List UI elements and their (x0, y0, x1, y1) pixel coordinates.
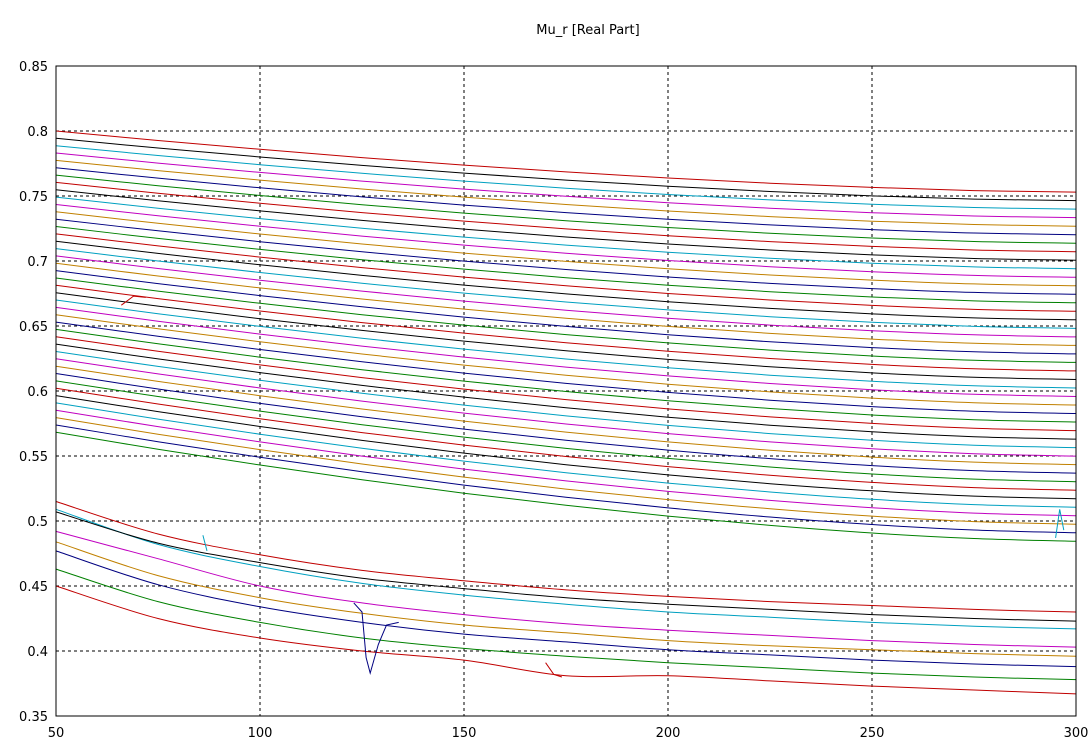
series-line (55, 130, 1077, 193)
series-line (55, 365, 1077, 466)
series-line (55, 284, 1077, 372)
series-line (55, 152, 1077, 219)
plot-frame (55, 65, 1077, 717)
x-axis-ticks: 50 100 150 200 250 300 (48, 726, 1088, 741)
series-line (55, 568, 1077, 681)
series-line (55, 424, 1077, 534)
y-axis-ticks: 0.35 0.4 0.45 0.5 0.55 0.6 0.65 0.7 0.75 0.8 0.85 (19, 60, 48, 725)
x-tick-label: 250 (860, 726, 885, 741)
series-line (55, 226, 1077, 304)
y-tick-label: 0.65 (19, 320, 48, 335)
series-line (55, 248, 1077, 329)
x-tick-label: 300 (1064, 726, 1088, 741)
series-glitch (1055, 509, 1065, 538)
series-group (55, 130, 1077, 695)
y-tick-label: 0.45 (19, 580, 48, 595)
series-line (55, 321, 1077, 414)
x-tick-label: 100 (248, 726, 273, 741)
series-line (55, 585, 1077, 695)
x-tick-label: 200 (656, 726, 681, 741)
series-line (55, 351, 1077, 449)
series-line (55, 358, 1077, 457)
y-tick-label: 0.5 (27, 515, 48, 530)
series-line (55, 511, 1077, 622)
chart-title: Mu_r [Real Part] (536, 23, 639, 38)
series-line (55, 292, 1077, 380)
x-tick-label: 150 (452, 726, 477, 741)
series-line (55, 262, 1077, 346)
series-line (55, 417, 1077, 525)
series-line (55, 189, 1077, 261)
series-line (55, 501, 1077, 613)
series-line (55, 299, 1077, 389)
series-line (55, 159, 1077, 227)
series-line (55, 204, 1077, 278)
series-line (55, 431, 1077, 542)
series-line (55, 387, 1077, 491)
series-line (55, 380, 1077, 483)
y-tick-label: 0.6 (27, 385, 48, 400)
series-line (55, 306, 1077, 397)
y-tick-label: 0.85 (19, 60, 48, 75)
series-line (55, 174, 1077, 244)
series-line (55, 328, 1077, 423)
series-line (55, 137, 1077, 202)
y-tick-label: 0.55 (19, 450, 48, 465)
y-tick-label: 0.8 (27, 125, 48, 140)
series-line (55, 541, 1077, 657)
series-line (55, 181, 1077, 253)
series-glitch (353, 602, 399, 675)
series-glitch (121, 295, 146, 306)
series-line (55, 270, 1077, 355)
series-line (55, 336, 1077, 432)
series-line (55, 233, 1077, 312)
series-line (55, 402, 1077, 508)
series-line (55, 255, 1077, 338)
series-line (55, 373, 1077, 474)
series-line (55, 196, 1077, 270)
series-line (55, 409, 1077, 517)
series-line (55, 550, 1077, 668)
series-line (55, 277, 1077, 363)
y-tick-label: 0.35 (19, 710, 48, 725)
series-line (55, 343, 1077, 440)
series-line (55, 218, 1077, 295)
series-glitch (202, 535, 208, 552)
series-line (55, 145, 1077, 210)
series-line (55, 395, 1077, 500)
series-line (55, 530, 1077, 648)
y-tick-label: 0.7 (27, 255, 48, 270)
series-line (55, 314, 1077, 406)
series-line (55, 508, 1077, 630)
series-line (55, 211, 1077, 287)
y-tick-label: 0.75 (19, 190, 48, 205)
series-line (55, 167, 1077, 236)
x-tick-label: 50 (48, 726, 65, 741)
series-glitch (545, 662, 563, 678)
series-line (55, 240, 1077, 321)
y-tick-label: 0.4 (27, 645, 48, 660)
